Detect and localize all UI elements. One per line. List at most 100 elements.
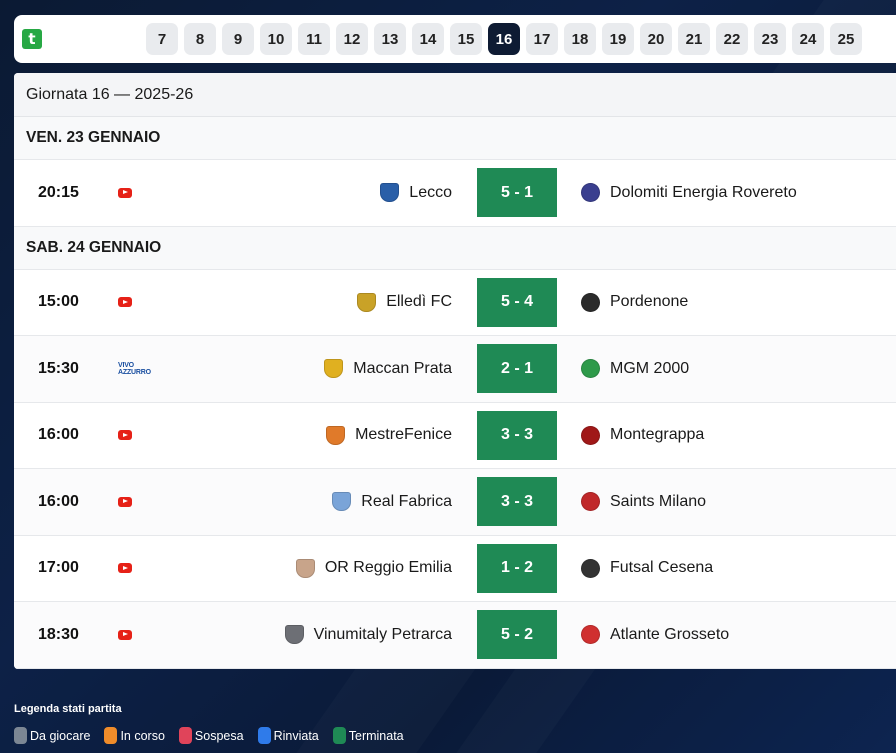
- legend-label: Sospesa: [194, 728, 244, 743]
- youtube-icon[interactable]: [118, 430, 132, 441]
- home-team-name: Vinumitaly Petrarca: [313, 625, 452, 643]
- broadcaster[interactable]: [118, 160, 132, 226]
- away-team[interactable]: Montegrappa: [581, 403, 704, 469]
- match-row[interactable]: 20:15 Lecco 5 - 1 Dolomiti Energia Rovereto: [14, 160, 896, 227]
- schedule-days: VEN. 23 GENNAIO 20:15 Lecco 5 - 1 Dolomiti E…: [14, 117, 896, 669]
- home-team-name: Lecco: [409, 183, 452, 201]
- match-score[interactable]: 1 - 2: [477, 543, 557, 593]
- match-row[interactable]: 15:00 Elledì FC 5 - 4 Pordenone: [14, 269, 896, 336]
- legend-label: Rinviata: [273, 728, 319, 743]
- home-team[interactable]: MestreFenice: [326, 403, 452, 469]
- round-selector: t 7 8 9 10 11 12 13 14 15 16 17 18 19 20 21 22 23 24 25: [14, 15, 896, 63]
- round-button-8[interactable]: 8: [184, 23, 216, 55]
- round-button-14[interactable]: 14: [412, 23, 444, 55]
- match-row[interactable]: 16:00 Real Fabrica 3 - 3 Saints Milano: [14, 469, 896, 536]
- round-button-11[interactable]: 11: [298, 23, 330, 55]
- home-team-name: Elledì FC: [386, 293, 452, 311]
- round-button-23[interactable]: 23: [754, 23, 786, 55]
- round-button-20[interactable]: 20: [640, 23, 672, 55]
- round-button-24[interactable]: 24: [792, 23, 824, 55]
- home-team-name: MestreFenice: [355, 426, 452, 444]
- round-button-16[interactable]: 16: [488, 23, 520, 55]
- home-team-crest-icon: [326, 425, 346, 445]
- away-team-name: Futsal Cesena: [610, 559, 714, 577]
- away-team-crest-icon: [581, 625, 600, 645]
- round-button-25[interactable]: 25: [830, 23, 862, 55]
- away-team-name: Saints Milano: [610, 492, 707, 510]
- youtube-icon[interactable]: [118, 187, 132, 198]
- app-logo[interactable]: t: [22, 29, 42, 49]
- round-button-13[interactable]: 13: [374, 23, 406, 55]
- schedule-card: Giornata 16 — 2025-26 VEN. 23 GENNAIO 20:…: [14, 73, 896, 669]
- status-legend: Legenda stati partita Da giocare In corso…: [14, 703, 404, 744]
- round-button-19[interactable]: 19: [602, 23, 634, 55]
- away-team-crest-icon: [581, 492, 600, 512]
- round-button-10[interactable]: 10: [260, 23, 292, 55]
- legend-dot-icon: [178, 727, 192, 744]
- match-score[interactable]: 3 - 3: [477, 477, 557, 526]
- match-row[interactable]: 16:00 MestreFenice 3 - 3 Montegrappa: [14, 402, 896, 469]
- away-team-name: MGM 2000: [610, 359, 690, 377]
- home-team[interactable]: Lecco: [380, 160, 452, 226]
- broadcaster[interactable]: [118, 403, 132, 469]
- youtube-icon[interactable]: [118, 496, 132, 507]
- home-team-name: Real Fabrica: [361, 492, 452, 510]
- round-button-9[interactable]: 9: [222, 23, 254, 55]
- match-score[interactable]: 5 - 1: [477, 168, 557, 217]
- away-team[interactable]: Dolomiti Energia Rovereto: [581, 160, 797, 226]
- home-team[interactable]: Maccan Prata: [324, 336, 452, 402]
- away-team[interactable]: Atlante Grosseto: [581, 602, 729, 668]
- round-button-21[interactable]: 21: [678, 23, 710, 55]
- away-team-name: Montegrappa: [610, 426, 705, 444]
- round-button-7[interactable]: 7: [146, 23, 178, 55]
- broadcaster[interactable]: VIVO AZZURRO: [118, 336, 151, 402]
- round-button-15[interactable]: 15: [450, 23, 482, 55]
- match-time: 15:00: [38, 293, 79, 311]
- broadcaster[interactable]: [118, 270, 132, 336]
- match-score[interactable]: 5 - 2: [477, 610, 557, 659]
- youtube-icon[interactable]: [118, 629, 132, 640]
- home-team[interactable]: Vinumitaly Petrarca: [284, 602, 452, 668]
- youtube-icon[interactable]: [118, 297, 132, 308]
- legend-title: Legenda stati partita: [14, 703, 122, 715]
- day-header: SAB. 24 GENNAIO: [14, 226, 896, 270]
- match-row[interactable]: 18:30 Vinumitaly Petrarca 5 - 2 Atlante Gro…: [14, 602, 896, 669]
- match-time: 17:00: [38, 559, 79, 577]
- match-time: 15:30: [38, 359, 79, 377]
- home-team[interactable]: OR Reggio Emilia: [295, 536, 452, 602]
- away-team[interactable]: Futsal Cesena: [581, 536, 713, 602]
- away-team[interactable]: MGM 2000: [581, 336, 689, 402]
- legend-item: In corso: [104, 727, 165, 744]
- match-score[interactable]: 3 - 3: [477, 410, 557, 460]
- away-team[interactable]: Saints Milano: [581, 469, 706, 535]
- broadcaster[interactable]: [118, 469, 132, 535]
- legend-label: Terminata: [348, 728, 404, 743]
- round-button-17[interactable]: 17: [526, 23, 558, 55]
- legend-label: Da giocare: [30, 728, 91, 743]
- away-team-crest-icon: [581, 359, 600, 379]
- legend-dot-icon: [332, 727, 346, 744]
- match-time: 20:15: [38, 183, 79, 201]
- broadcaster[interactable]: [118, 602, 132, 668]
- broadcaster[interactable]: [118, 536, 132, 602]
- home-team[interactable]: Real Fabrica: [332, 469, 452, 535]
- vivo-azzurro-logo[interactable]: VIVO AZZURRO: [118, 361, 151, 376]
- round-button-12[interactable]: 12: [336, 23, 368, 55]
- legend-dot-icon: [14, 727, 27, 744]
- away-team[interactable]: Pordenone: [581, 270, 688, 336]
- match-score[interactable]: 2 - 1: [477, 344, 557, 393]
- away-team-name: Dolomiti Energia Rovereto: [610, 183, 797, 201]
- match-row[interactable]: 17:00 OR Reggio Emilia 1 - 2 Futsal Cesena: [14, 535, 896, 602]
- round-list: 7 8 9 10 11 12 13 14 15 16 17 18 19 20 21 22 23 24 25: [146, 23, 862, 55]
- schedule-title: Giornata 16 — 2025-26: [14, 73, 896, 117]
- legend-label: In corso: [120, 728, 165, 743]
- round-button-22[interactable]: 22: [716, 23, 748, 55]
- legend-dot-icon: [104, 727, 118, 744]
- match-row[interactable]: 15:30 VIVO AZZURRO Maccan Prata 2 - 1 MGM 200…: [14, 336, 896, 403]
- home-team-crest-icon: [357, 292, 377, 312]
- home-team-name: OR Reggio Emilia: [324, 559, 452, 577]
- match-score[interactable]: 5 - 4: [477, 277, 557, 327]
- round-button-18[interactable]: 18: [564, 23, 596, 55]
- youtube-icon[interactable]: [118, 563, 132, 574]
- home-team[interactable]: Elledì FC: [357, 270, 452, 336]
